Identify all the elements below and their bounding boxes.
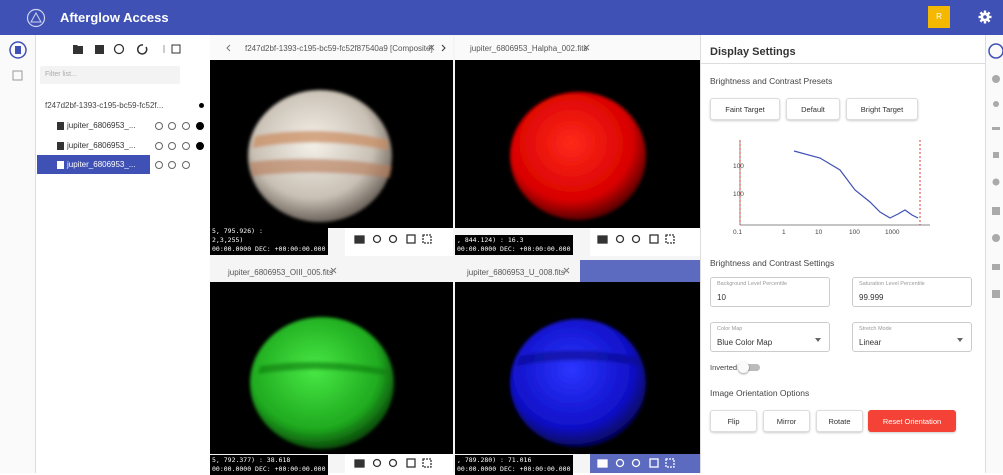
toggle-knob [738,362,749,373]
field-value: Linear [859,338,881,347]
preset-button[interactable]: Faint Target [710,98,780,120]
viewer-tab[interactable]: jupiter_6806953_OIII_005.fits [228,268,333,277]
workspace-icon[interactable] [12,70,23,81]
file-action-icon[interactable] [182,161,190,169]
viewer-tab[interactable]: f247d2bf-1393-c195-bc59-fc52f87540a9 [Co… [245,44,433,53]
field-value: 99.999 [859,293,883,302]
dropdown-arrow [957,338,963,342]
left-sidebar [0,35,36,473]
pixel-readout: 5, 795.926) :2,3,255)00:00.0000 DEC: +00… [210,226,328,255]
file-action-icon[interactable] [168,142,176,150]
settings-heading: Brightness and Contrast Settings [710,258,834,268]
preset-button[interactable]: Default [786,98,840,120]
logo [26,8,46,28]
readout-line: 5, 792.377) : 38.618 [212,456,326,465]
reset-orientation-button[interactable]: Reset Orientation [868,410,956,432]
avatar[interactable]: R [928,6,950,28]
viewer-tab[interactable]: jupiter_6806953_U_008.fits [467,268,565,277]
field-value: 10 [717,293,726,302]
file-action-icon[interactable] [168,161,176,169]
field-label: Color Map [717,326,742,332]
right-sidebar-icons[interactable] [987,42,1003,372]
presets-heading: Brightness and Contrast Presets [710,76,832,86]
hist-x-tick: 10 [815,229,822,236]
settings-field[interactable]: Background Level Percentile 10 [710,277,830,307]
app-title: Afterglow Access [60,10,169,25]
files-icon[interactable] [9,41,27,59]
hist-y-tick: 100 [733,163,744,170]
preset-button[interactable]: Bright Target [846,98,918,120]
viewer-tab[interactable]: jupiter_6806953_Halpha_002.fits [470,44,587,53]
file-action-icon[interactable] [182,122,190,130]
hist-x-tick: 1000 [885,229,899,236]
file-icon [57,122,64,130]
file-action-icon[interactable] [168,122,176,130]
divider [700,63,985,64]
mirror-button[interactable]: Mirror [763,410,810,432]
file-action-icon[interactable] [155,161,163,169]
settings-field[interactable]: Stretch Mode Linear [852,322,972,352]
file-action-icon[interactable] [155,142,163,150]
readout-line: , 789.280) : 71.016 [457,456,571,465]
field-label: Stretch Mode [859,326,892,332]
file-action-icon[interactable] [182,142,190,150]
hist-y-tick: 100 [733,191,744,198]
file-toolbar[interactable] [70,42,190,56]
tree-root[interactable]: f247d2bf-1393-c195-bc59-fc52f... [45,101,163,110]
hist-x-tick: 100 [849,229,860,236]
readout-line: 2,3,255) [212,236,326,245]
hist-x-tick: 0.1 [733,229,742,236]
readout-line: 00:00.0000 DEC: +00:00:00.000 [212,245,326,254]
settings-field[interactable]: Saturation Level Percentile 99.999 [852,277,972,307]
dropdown-arrow [815,338,821,342]
file-name[interactable]: jupiter_6806953_... [67,141,136,150]
file-action-icon[interactable] [196,142,204,150]
rotate-button[interactable]: Rotate [816,410,863,432]
tree-root-dot [199,103,204,108]
panel-title: Display Settings [710,46,796,58]
readout-line: 5, 795.926) : [212,227,326,236]
file-action-icon[interactable] [196,122,204,130]
hist-x-tick: 1 [782,229,786,236]
inverted-label: Inverted [710,363,737,372]
file-icon [57,142,64,150]
filter-placeholder: Filter list... [45,71,77,78]
readout-line: 00:00.0000 DEC: +00:00:00.000 [457,245,571,254]
field-value: Blue Color Map [717,338,772,347]
orientation-heading: Image Orientation Options [710,388,809,398]
file-name[interactable]: jupiter_6806953_... [67,121,136,130]
flip-button[interactable]: Flip [710,410,757,432]
file-action-icon[interactable] [155,122,163,130]
page: Afterglow Access R Filter list... f247d2… [0,0,1003,473]
histogram [720,140,935,245]
settings-field[interactable]: Color Map Blue Color Map [710,322,830,352]
field-label: Saturation Level Percentile [859,281,925,287]
file-name[interactable]: jupiter_6806953_... [67,160,136,169]
settings-icon[interactable] [978,10,992,24]
field-label: Background Level Percentile [717,281,787,287]
file-icon [57,161,64,169]
readout-line: , 844.124) : 16.3 [457,236,571,245]
